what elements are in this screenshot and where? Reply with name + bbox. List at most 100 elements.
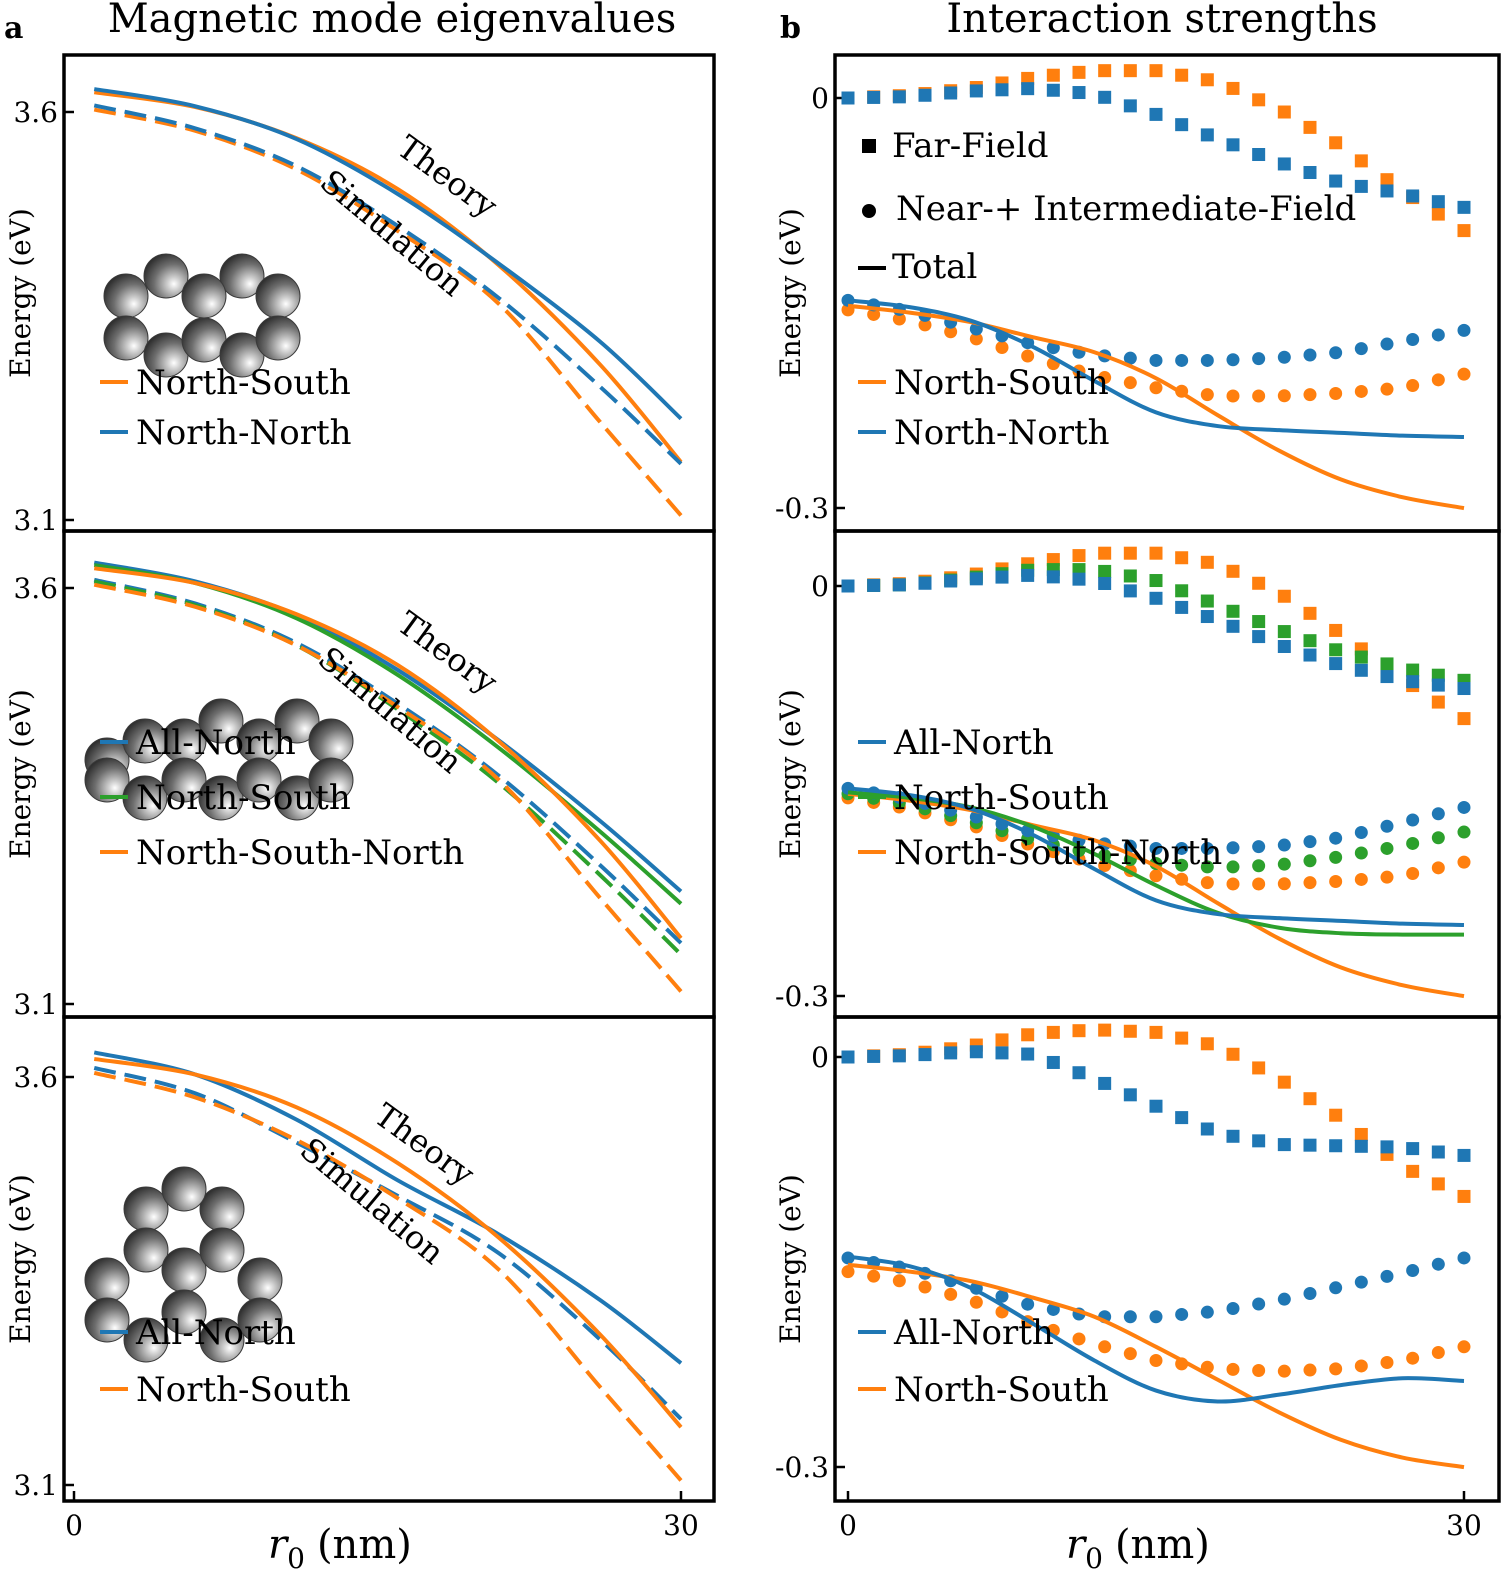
- sphere: [162, 1248, 206, 1292]
- x-tick-label: 0: [839, 1509, 857, 1542]
- near-field-point: [1457, 826, 1470, 839]
- near-field-point: [1252, 859, 1265, 872]
- far-field-point: [1047, 570, 1060, 583]
- far-field-point: [995, 1046, 1008, 1059]
- far-field-point: [1278, 157, 1291, 170]
- legend-label: All-North: [893, 1313, 1054, 1353]
- sphere: [85, 1258, 129, 1302]
- far-field-point: [1098, 91, 1111, 104]
- legend-label: North-South-North: [136, 833, 464, 873]
- near-field-point: [1303, 348, 1316, 361]
- far-field-point: [1380, 184, 1393, 197]
- near-field-point: [1303, 876, 1316, 889]
- near-field-point: [1380, 871, 1393, 884]
- far-field-point: [1278, 590, 1291, 603]
- near-field-point: [1252, 1297, 1265, 1310]
- far-field-point: [1226, 605, 1239, 618]
- legend-label: North-South: [894, 363, 1109, 403]
- chart-b-0: 0-0.3Energy (eV)North-SouthNorth-North: [774, 64, 1470, 525]
- near-field-point: [1380, 820, 1393, 833]
- legend-label: North-North: [136, 413, 352, 453]
- near-field-point: [1432, 1258, 1445, 1271]
- near-field-point: [1226, 860, 1239, 873]
- far-field-point: [1021, 1048, 1034, 1061]
- far-field-point: [995, 83, 1008, 96]
- y-tick-label: 3.1: [13, 988, 58, 1021]
- near-field-point: [1432, 861, 1445, 874]
- far-field-point: [1149, 1026, 1162, 1039]
- y-axis-label: Energy (eV): [4, 1174, 37, 1344]
- far-field-point: [1047, 1056, 1060, 1069]
- near-field-point: [1149, 1310, 1162, 1323]
- far-field-point: [995, 571, 1008, 584]
- far-field-point: [970, 84, 983, 97]
- far-field-point: [1252, 148, 1265, 161]
- far-field-point: [1226, 138, 1239, 151]
- near-field-point: [1457, 856, 1470, 869]
- far-field-point: [1278, 1076, 1291, 1089]
- far-field-point: [1303, 634, 1316, 647]
- far-field-point: [1278, 1138, 1291, 1151]
- near-field-point: [1380, 338, 1393, 351]
- near-field-point: [1303, 1364, 1316, 1377]
- far-field-point: [1201, 128, 1214, 141]
- y-tick-label: 3.6: [13, 572, 58, 605]
- far-field-point: [1278, 625, 1291, 638]
- frame-b-middle: [835, 531, 1499, 1017]
- y-tick-label: -0.3: [775, 1451, 829, 1484]
- legend-entry: North-South-North: [858, 833, 1222, 873]
- far-field-point: [1072, 86, 1085, 99]
- legend-entry: North-North: [858, 413, 1110, 453]
- far-field-point: [1432, 1146, 1445, 1159]
- far-field-point: [1303, 121, 1316, 134]
- far-field-point: [944, 1046, 957, 1059]
- near-field-point: [1149, 354, 1162, 367]
- far-field-point: [1252, 93, 1265, 106]
- near-field-point: [1329, 851, 1342, 864]
- far-field-point: [1355, 1140, 1368, 1153]
- y-axis-label: Energy (eV): [774, 689, 807, 859]
- far-field-point: [944, 86, 957, 99]
- legend-entry: All-North: [858, 1313, 1054, 1353]
- far-field-point: [1432, 1177, 1445, 1190]
- far-field-point: [1457, 224, 1470, 237]
- far-field-point: [1406, 1165, 1419, 1178]
- far-field-point: [1149, 547, 1162, 560]
- near-field-point: [1406, 867, 1419, 880]
- legend-entry: North-South-North: [100, 833, 464, 873]
- far-field-point: [1098, 1077, 1111, 1090]
- far-field-point: [1329, 175, 1342, 188]
- near-field-point: [1329, 1281, 1342, 1294]
- near-field-point: [1149, 381, 1162, 394]
- far-field-point: [944, 574, 957, 587]
- far-field-point: [1457, 712, 1470, 725]
- cluster-inset-north-south: [104, 254, 300, 377]
- far-field-point: [1226, 565, 1239, 578]
- far-field-point: [1406, 1142, 1419, 1155]
- far-field-point: [842, 580, 855, 593]
- series-line-north-south-north: [848, 794, 1464, 996]
- far-field-point: [1098, 64, 1111, 77]
- far-field-point: [867, 579, 880, 592]
- far-field-point: [893, 1049, 906, 1062]
- far-field-marker: [862, 139, 876, 153]
- y-tick-label: 0: [811, 82, 829, 115]
- annotation-theory: Theory: [390, 128, 504, 225]
- far-field-point: [1355, 664, 1368, 677]
- far-field-point: [1329, 624, 1342, 637]
- far-field-point: [893, 90, 906, 103]
- near-field-point: [1226, 390, 1239, 403]
- series-line-north-south: [94, 110, 681, 516]
- near-field-point: [1432, 1346, 1445, 1359]
- y-tick-label: -0.3: [775, 492, 829, 525]
- series-line-north-south: [848, 306, 1464, 508]
- near-field-point: [1406, 813, 1419, 826]
- x-axis-unit-a: (nm): [317, 1522, 412, 1568]
- sphere: [238, 1258, 282, 1302]
- far-field-point: [1098, 565, 1111, 578]
- far-field-point: [1201, 73, 1214, 86]
- legend-label: North-South: [894, 1370, 1109, 1410]
- frame-b-bottom: [835, 1017, 1499, 1501]
- legend-label: All-North: [135, 723, 296, 763]
- legend-entry: North-North: [100, 413, 352, 453]
